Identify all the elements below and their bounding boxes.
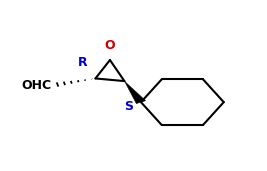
Polygon shape	[124, 81, 146, 104]
Text: R: R	[78, 56, 88, 69]
Text: O: O	[105, 39, 115, 52]
Text: OHC: OHC	[22, 78, 52, 91]
Text: S: S	[124, 100, 133, 113]
